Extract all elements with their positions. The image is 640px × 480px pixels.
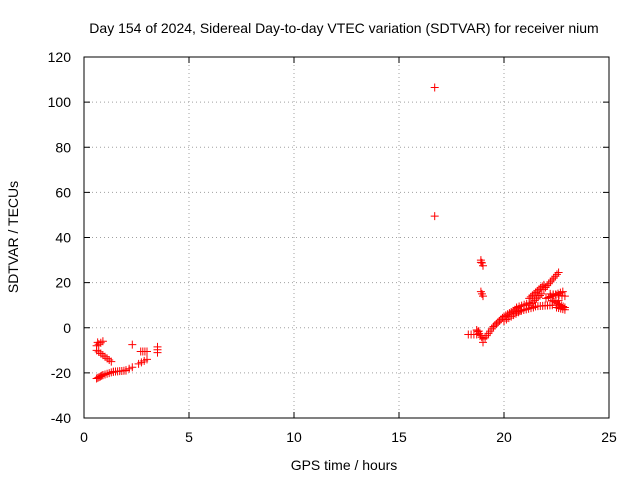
y-tick-label: 0	[63, 320, 71, 336]
data-point	[554, 296, 563, 305]
x-tick-label: 25	[601, 429, 617, 445]
x-tick-label: 0	[80, 429, 88, 445]
data-point	[98, 337, 107, 346]
data-point	[556, 304, 565, 313]
x-tick-label: 15	[391, 429, 407, 445]
data-point	[474, 327, 483, 336]
data-points	[92, 83, 569, 383]
data-point	[94, 347, 103, 356]
data-point	[476, 287, 485, 296]
data-point	[558, 287, 567, 296]
data-point	[552, 270, 561, 279]
y-tick-label: 20	[55, 275, 71, 291]
data-point	[541, 283, 550, 292]
plot-frame	[83, 56, 610, 419]
data-point	[560, 305, 569, 314]
grid-lines	[84, 57, 609, 418]
data-point	[107, 368, 116, 377]
data-point	[554, 268, 563, 277]
data-point	[101, 352, 109, 361]
data-point	[128, 363, 137, 372]
axis-ticks: 0 5 10 15 20 25 -40 -20 0 20 40 60 80 100 120	[48, 49, 617, 445]
y-tick-label: 40	[55, 230, 71, 246]
y-tick-label: -40	[51, 410, 71, 426]
data-point	[430, 83, 439, 92]
data-point	[536, 291, 544, 300]
x-axis-label: GPS time / hours	[291, 457, 398, 473]
data-point	[105, 369, 114, 378]
data-point	[476, 258, 485, 267]
y-tick-label: 100	[48, 94, 72, 110]
data-point	[101, 370, 109, 379]
data-point	[479, 261, 487, 270]
data-point	[479, 292, 487, 301]
data-point	[544, 279, 553, 288]
data-point	[548, 275, 557, 284]
data-point	[552, 303, 561, 312]
data-point	[96, 349, 105, 358]
data-point	[477, 333, 486, 342]
y-axis-label: SDTVAR / TECUs	[5, 181, 21, 293]
data-point	[430, 212, 439, 221]
data-point	[543, 281, 552, 290]
data-point	[534, 293, 543, 302]
x-tick-label: 5	[185, 429, 193, 445]
data-point	[482, 331, 491, 340]
data-point	[550, 297, 559, 306]
x-tick-label: 20	[496, 429, 512, 445]
data-point	[107, 357, 116, 366]
data-point	[528, 297, 537, 306]
data-point	[549, 274, 558, 283]
data-point	[93, 338, 102, 347]
data-point	[143, 347, 151, 356]
data-point	[554, 304, 563, 313]
data-point	[103, 354, 112, 363]
y-tick-label: 80	[55, 139, 71, 155]
data-point	[477, 289, 486, 298]
data-point	[479, 338, 487, 347]
data-point	[551, 272, 560, 281]
x-tick-label: 10	[286, 429, 302, 445]
data-point	[92, 346, 101, 355]
data-point	[98, 371, 107, 380]
y-tick-label: 60	[55, 184, 71, 200]
data-point	[484, 329, 493, 338]
data-point	[153, 342, 162, 351]
data-point	[537, 289, 546, 298]
data-point	[94, 340, 103, 349]
data-point	[546, 277, 555, 286]
data-point	[128, 340, 137, 349]
data-point	[98, 351, 107, 360]
data-point	[539, 285, 548, 294]
data-point	[530, 296, 539, 305]
y-tick-label: -20	[51, 365, 71, 381]
data-point	[558, 305, 567, 314]
data-point	[486, 327, 495, 336]
data-point	[560, 292, 569, 301]
data-point	[527, 299, 535, 308]
data-point	[525, 301, 534, 310]
y-tick-label: 120	[48, 49, 72, 65]
data-point	[103, 369, 112, 378]
data-point	[143, 355, 151, 364]
data-point	[105, 355, 114, 364]
data-point	[532, 294, 541, 303]
data-point	[97, 371, 106, 380]
chart-title: Day 154 of 2024, Sidereal Day-to-day VTE…	[89, 20, 598, 36]
